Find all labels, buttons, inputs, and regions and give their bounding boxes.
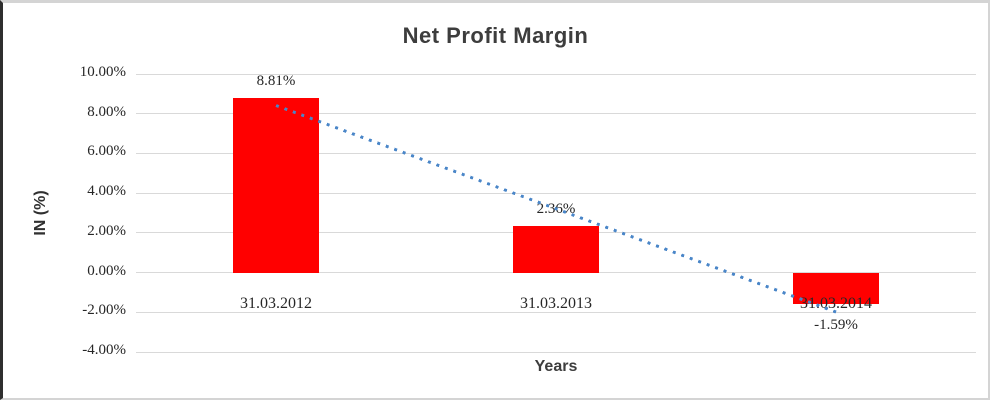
gridline	[136, 152, 976, 154]
gridline	[136, 272, 976, 274]
x-category-label: 31.03.2013	[520, 294, 592, 312]
bar-data-label: 8.81%	[256, 72, 296, 89]
plot-area: 10.00% 8.00% 6.00% 4.00% 2.00% 0.00% -2.00% -4.…	[3, 3, 988, 398]
y-tick-label: 0.00%	[87, 262, 126, 279]
y-tick-label: 4.00%	[87, 183, 126, 200]
x-category-label: 31.03.2012	[240, 294, 312, 312]
bar-data-label: -1.59%	[814, 317, 858, 334]
bar	[233, 97, 319, 273]
trendline	[275, 104, 837, 314]
y-tick-label: 10.00%	[79, 64, 126, 80]
y-tick-label: 6.00%	[87, 143, 126, 160]
y-tick-label: -2.00%	[82, 302, 126, 319]
gridline	[136, 351, 976, 353]
x-axis-title: Years	[534, 358, 578, 375]
chart-title: Net Profit Margin	[402, 23, 589, 48]
chart-frame: Net Profit Margin IN (%) 10.00% 8.00% 6.00…	[0, 0, 990, 400]
y-tick-label: 8.00%	[87, 103, 126, 120]
gridline	[136, 311, 976, 313]
y-tick-label: 2.00%	[87, 222, 126, 239]
gridline	[136, 192, 976, 194]
gridline	[136, 73, 976, 75]
gridline	[136, 113, 976, 115]
bar	[513, 225, 599, 273]
y-tick-label: -4.00%	[82, 342, 126, 358]
